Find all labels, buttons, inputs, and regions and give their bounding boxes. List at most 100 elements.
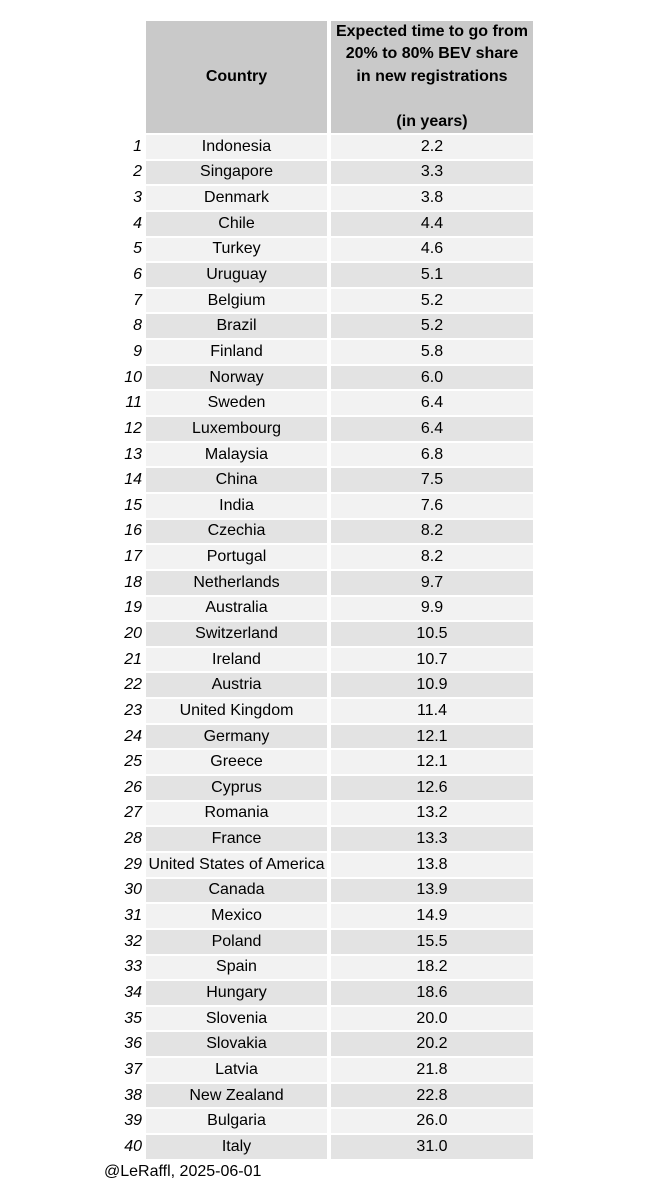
row-value: 13.8 (331, 852, 533, 877)
table-row: 3 Denmark 3.8 (102, 186, 533, 210)
row-country: Australia (146, 596, 327, 621)
row-rank: 36 (124, 1035, 142, 1053)
table-row: 20 Switzerland 10.5 (102, 622, 533, 646)
row-rank: 12 (124, 419, 142, 437)
row-value: 9.9 (331, 596, 533, 621)
header-country: Country (146, 21, 327, 133)
bev-ranking-table: Country Expected time to go from 20% to … (102, 21, 533, 1161)
row-rank: 31 (124, 907, 142, 925)
row-country: France (146, 827, 327, 851)
row-country: Hungary (146, 981, 327, 1005)
row-rank: 18 (124, 573, 142, 591)
row-country: Indonesia (146, 135, 327, 159)
row-value: 5.2 (331, 288, 533, 313)
row-country: Greece (146, 750, 327, 775)
row-value: 14.9 (331, 904, 533, 928)
table-row: 21 Ireland 10.7 (102, 647, 533, 672)
row-value: 12.6 (331, 776, 533, 800)
row-rank: 28 (124, 830, 142, 848)
table-row: 5 Turkey 4.6 (102, 237, 533, 262)
row-rank: 10 (124, 368, 142, 386)
row-rank: 7 (133, 291, 142, 309)
table-row: 22 Austria 10.9 (102, 673, 533, 698)
row-rank: 24 (124, 727, 142, 745)
row-country: Denmark (146, 186, 327, 210)
row-rank: 39 (124, 1112, 142, 1130)
row-value: 20.2 (331, 1032, 533, 1057)
row-rank: 3 (133, 189, 142, 207)
table-row: 13 Malaysia 6.8 (102, 442, 533, 467)
row-value: 15.5 (331, 929, 533, 954)
row-country: Mexico (146, 904, 327, 928)
row-country: Finland (146, 340, 327, 364)
table-row: 12 Luxembourg 6.4 (102, 417, 533, 441)
row-country: Romania (146, 801, 327, 826)
row-value: 5.1 (331, 263, 533, 287)
row-rank: 17 (124, 548, 142, 566)
table-row: 39 Bulgaria 26.0 (102, 1109, 533, 1133)
row-rank: 30 (124, 881, 142, 899)
table-body: 1 Indonesia 2.2 2 Singapore 3.3 3 Denmark 3.8 4 Ch… (102, 135, 533, 1159)
row-value: 6.8 (331, 442, 533, 467)
credit-text: @LeRaffl, 2025-06-01 (104, 1163, 262, 1180)
table-row: 16 Czechia 8.2 (102, 519, 533, 544)
row-country: Switzerland (146, 622, 327, 646)
table-row: 25 Greece 12.1 (102, 750, 533, 775)
row-value: 18.6 (331, 981, 533, 1005)
row-value: 31.0 (331, 1134, 533, 1159)
table-header-row: Country Expected time to go from 20% to … (102, 21, 533, 133)
header-rank-spacer (102, 21, 146, 133)
row-country: United States of America (146, 852, 327, 877)
row-country: Norway (146, 365, 327, 390)
row-value: 10.7 (331, 647, 533, 672)
header-value: Expected time to go from 20% to 80% BEV … (331, 21, 533, 133)
table-row: 15 India 7.6 (102, 493, 533, 518)
row-value: 18.2 (331, 955, 533, 980)
row-rank: 2 (133, 163, 142, 181)
row-rank: 26 (124, 778, 142, 796)
row-rank: 15 (124, 496, 142, 514)
row-country: Slovenia (146, 1006, 327, 1031)
row-value: 8.2 (331, 545, 533, 569)
table-row: 28 France 13.3 (102, 827, 533, 851)
row-country: India (146, 493, 327, 518)
table-row: 36 Slovakia 20.2 (102, 1032, 533, 1057)
row-value: 6.4 (331, 391, 533, 416)
row-country: United Kingdom (146, 699, 327, 723)
row-rank: 11 (125, 394, 142, 412)
row-value: 3.3 (331, 160, 533, 185)
row-value: 13.2 (331, 801, 533, 826)
row-rank: 1 (133, 137, 142, 155)
table-row: 9 Finland 5.8 (102, 340, 533, 364)
row-country: Poland (146, 929, 327, 954)
table-row: 34 Hungary 18.6 (102, 981, 533, 1005)
table-row: 26 Cyprus 12.6 (102, 776, 533, 800)
row-rank: 38 (124, 1086, 142, 1104)
row-country: Chile (146, 211, 327, 236)
row-value: 4.4 (331, 211, 533, 236)
table-row: 1 Indonesia 2.2 (102, 135, 533, 159)
row-value: 13.9 (331, 878, 533, 903)
row-rank: 22 (124, 676, 142, 694)
row-country: Malaysia (146, 442, 327, 467)
row-value: 7.6 (331, 493, 533, 518)
row-value: 22.8 (331, 1083, 533, 1108)
table-row: 2 Singapore 3.3 (102, 160, 533, 185)
row-value: 11.4 (331, 699, 533, 723)
table-row: 38 New Zealand 22.8 (102, 1083, 533, 1108)
table-row: 7 Belgium 5.2 (102, 288, 533, 313)
row-rank: 32 (124, 932, 142, 950)
table-row: 6 Uruguay 5.1 (102, 263, 533, 287)
row-country: Belgium (146, 288, 327, 313)
row-value: 20.0 (331, 1006, 533, 1031)
row-country: Sweden (146, 391, 327, 416)
row-rank: 40 (124, 1137, 142, 1155)
row-value: 5.8 (331, 340, 533, 364)
table-row: 17 Portugal 8.2 (102, 545, 533, 569)
table-row: 4 Chile 4.4 (102, 211, 533, 236)
table-row: 8 Brazil 5.2 (102, 314, 533, 339)
row-rank: 35 (124, 1009, 142, 1027)
row-value: 7.5 (331, 468, 533, 492)
row-country: Latvia (146, 1058, 327, 1082)
row-rank: 37 (124, 1060, 142, 1078)
